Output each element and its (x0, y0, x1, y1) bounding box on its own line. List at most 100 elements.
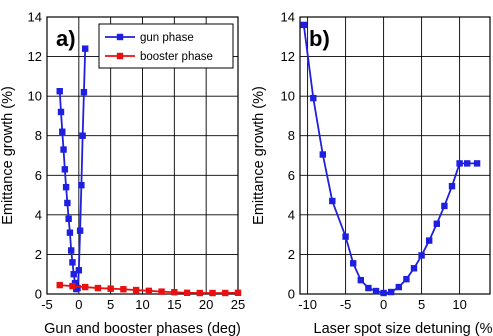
panel-a-marker-booster-phase (222, 289, 229, 297)
legend-marker-gun-phase (116, 33, 124, 41)
panel-a-marker-gun-phase (75, 267, 83, 274)
panel-a-ytick-label: 10 (28, 89, 42, 104)
panel-a-xtick-label: -5 (41, 297, 53, 312)
panel-b-marker-series-1 (372, 287, 380, 295)
panel-a-marker-gun-phase (76, 227, 84, 234)
panel-b-ytick-label: 12 (281, 49, 295, 64)
panel-a-ytick-label: 8 (35, 128, 42, 143)
panel-b-marker-series-1 (418, 252, 425, 259)
panel-b-xtick-label: 0 (380, 297, 387, 312)
panel-b-marker-series-1 (410, 265, 418, 272)
panel-a-ylabel: Emittance growth (%) (0, 86, 16, 225)
panel-a-ytick-label: 6 (35, 168, 42, 183)
panel-b-ytick-label: 10 (281, 89, 295, 104)
panel-a-marker-booster-phase (171, 289, 178, 296)
panel-a-marker-gun-phase (74, 284, 81, 292)
panel-a-xtick-label: 5 (107, 297, 114, 312)
panel-a-marker-gun-phase (66, 229, 74, 236)
panel-a-xtick-label: 10 (135, 297, 149, 312)
panel-a-marker-booster-phase (120, 286, 127, 293)
panel-b-marker-series-1 (473, 160, 481, 167)
legend-label-booster-phase: booster phase (140, 51, 213, 63)
panel-a-marker-booster-phase (209, 289, 216, 297)
legend-entry-booster-phase: booster phase (105, 51, 213, 63)
panel-b-axes-frame (299, 16, 491, 295)
panel-a-marker-gun-phase (64, 199, 71, 207)
panel-a-xtick-label: 20 (199, 297, 213, 312)
panel-a-marker-gun-phase (79, 132, 86, 139)
panel-b-ytick-label: 14 (281, 10, 295, 25)
panel-b-marker-series-1 (310, 94, 317, 102)
panel-a-marker-gun-phase (62, 183, 70, 191)
panel-b-ytick-label: 6 (288, 168, 295, 183)
panel-b-marker-series-1 (365, 284, 372, 292)
panel-b-marker-series-1 (319, 151, 326, 158)
panel-a-marker-booster-phase (183, 289, 191, 297)
panel-a-xtick-label: 0 (75, 297, 82, 312)
panel-a-marker-gun-phase (65, 215, 72, 223)
panel-b-marker-series-1 (464, 160, 471, 167)
panel-a-marker-gun-phase (67, 247, 75, 254)
panel-a-marker-gun-phase (70, 271, 77, 278)
panel-a-ytick-label: 14 (28, 10, 42, 25)
panel-b-ylabel: Emittance growth (%) (251, 86, 267, 225)
panel-a-axes-frame (46, 16, 239, 295)
panel-b-marker-series-1 (441, 202, 448, 210)
panel-b-ytick-label: 8 (288, 128, 295, 143)
panel-a-letter: a) (56, 26, 76, 51)
panel-b-xtick-label: 5 (418, 297, 425, 312)
panel-b-ytick-label: 4 (288, 207, 295, 222)
panel-a-ytick-label: 2 (35, 247, 42, 262)
panel-a-marker-gun-phase (59, 128, 66, 135)
legend-entry-gun-phase: gun phase (105, 32, 194, 44)
panel-a-marker-gun-phase (82, 45, 89, 52)
panel-b-marker-series-1 (388, 288, 395, 296)
panel-a-marker-booster-phase (107, 285, 114, 292)
panel-a-marker-booster-phase (145, 287, 153, 295)
panel-b-marker-series-1 (456, 160, 463, 167)
panel-a-marker-booster-phase (132, 286, 140, 294)
panel-a-marker-gun-phase (69, 259, 76, 266)
legend-marker-booster-phase (116, 52, 124, 60)
panel-a-ytick-label: 12 (28, 49, 42, 64)
panel-b-marker-series-1 (395, 283, 402, 291)
panel-b-ytick-label: 0 (288, 287, 295, 302)
panel-b-marker-series-1 (357, 276, 364, 284)
panel-a-marker-gun-phase (60, 146, 67, 153)
panel-a-marker-booster-phase (158, 288, 165, 295)
panel-b-letter: b) (309, 26, 330, 51)
panel-a-marker-booster-phase (234, 289, 242, 297)
panel-a-ytick-label: 4 (35, 207, 42, 222)
panel-b-xtick-label: 10 (452, 297, 466, 312)
panel-b-line-series-1 (302, 24, 478, 294)
panel-a-marker-gun-phase (80, 88, 88, 96)
panel-a-marker-gun-phase (57, 108, 65, 116)
panel-b-marker-series-1 (426, 237, 433, 244)
legend-label-gun-phase: gun phase (140, 32, 194, 44)
panel-a-xlabel: Gun and booster phases (deg) (44, 321, 241, 336)
panel-a-xtick-label: 15 (167, 297, 181, 312)
panel-b-marker-series-1 (329, 197, 336, 205)
panel-a-marker-booster-phase (69, 282, 76, 290)
panel-b-marker-series-1 (380, 289, 387, 297)
panel-a-marker-booster-phase (82, 283, 89, 291)
panel-a-marker-booster-phase (196, 289, 203, 297)
panel-b-xlabel: Laser spot size detuning (% (314, 321, 493, 336)
panel-b-marker-series-1 (433, 220, 440, 227)
panel-a-marker-gun-phase (61, 166, 69, 173)
panel-a-marker-booster-phase (94, 284, 102, 292)
panel-a-legend: gun phase booster phase (98, 23, 234, 69)
panel-b-marker-series-1 (403, 275, 410, 283)
legend-box (98, 23, 234, 69)
panel-b-xtick-label: -5 (340, 297, 352, 312)
panel-a-ytick-label: 0 (35, 287, 42, 302)
panel-a-marker-gun-phase (56, 87, 63, 95)
panel-b-marker-series-1 (342, 233, 349, 240)
panel-b-xtick-label: -10 (298, 297, 317, 312)
panel-b-marker-series-1 (300, 21, 307, 29)
panel-a-marker-gun-phase (78, 181, 85, 189)
panel-a-marker-booster-phase (56, 281, 63, 289)
chart-panel-b: -10 -5 0 5 10 0 2 4 6 8 10 12 14 b) Laser spot size … (251, 10, 493, 336)
